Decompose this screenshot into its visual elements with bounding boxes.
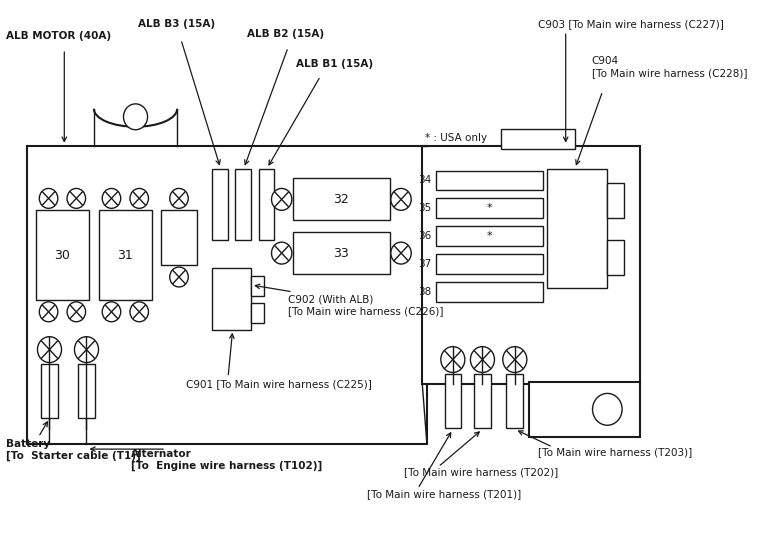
Text: 38: 38 [419,287,432,297]
Bar [506,373,523,428]
Text: C902 (With ALB)
[To Main wire harness (C226)]: C902 (With ALB) [To Main wire harness (C… [288,295,444,316]
Bar [445,373,461,428]
Text: 34: 34 [419,175,432,185]
Bar [293,179,390,221]
Bar [501,129,575,149]
Bar [251,303,264,323]
Text: C904
[To Main wire harness (C228)]: C904 [To Main wire harness (C228)] [591,56,747,78]
Circle shape [391,189,411,210]
Circle shape [391,242,411,264]
Bar [436,254,542,274]
Bar [35,210,89,300]
Text: C901 [To Main wire harness (C225)]: C901 [To Main wire harness (C225)] [187,379,372,389]
Text: Alternator
[To  Engine wire harness (T102)]: Alternator [To Engine wire harness (T102… [131,449,322,471]
Text: 30: 30 [55,249,71,262]
Bar [161,210,197,265]
Text: ALB B2 (15A): ALB B2 (15A) [247,29,323,39]
Text: * : USA only: * : USA only [425,133,487,142]
Bar [28,146,427,444]
Text: 32: 32 [333,193,349,206]
Bar [547,168,607,288]
Circle shape [441,346,465,372]
Text: ALB B1 (15A): ALB B1 (15A) [296,59,372,69]
Text: ALB MOTOR (40A): ALB MOTOR (40A) [6,31,111,41]
Text: 37: 37 [419,259,432,269]
Circle shape [170,267,188,287]
Circle shape [102,302,121,322]
Circle shape [170,189,188,208]
Bar [607,240,624,275]
Text: Battery
[To  Starter cable (T1)]: Battery [To Starter cable (T1)] [6,439,141,461]
Circle shape [38,337,61,362]
Circle shape [39,302,58,322]
Circle shape [130,302,148,322]
Bar [259,168,274,240]
Bar [528,382,640,437]
Text: [To Main wire harness (T202)]: [To Main wire harness (T202)] [404,467,558,477]
Bar [422,146,640,384]
Text: *: * [487,231,492,241]
Text: 31: 31 [118,249,133,262]
Text: ALB B3 (15A): ALB B3 (15A) [138,19,216,29]
Text: 35: 35 [419,204,432,213]
Bar [251,276,264,296]
Circle shape [272,189,292,210]
Bar [474,373,491,428]
Text: *: * [487,204,492,213]
Bar [293,232,390,274]
Circle shape [124,104,147,130]
Bar [436,199,542,218]
Bar [41,364,58,418]
Bar [436,282,542,302]
Circle shape [67,189,85,208]
Circle shape [39,189,58,208]
Circle shape [102,189,121,208]
Bar [607,184,624,218]
Circle shape [471,346,495,372]
Circle shape [593,393,622,425]
Circle shape [74,337,98,362]
Circle shape [272,242,292,264]
Text: 36: 36 [419,231,432,241]
Text: C903 [To Main wire harness (C227)]: C903 [To Main wire harness (C227)] [538,19,723,29]
Bar [436,226,542,246]
Circle shape [503,346,527,372]
Circle shape [130,189,148,208]
Text: 33: 33 [333,246,349,260]
Text: [To Main wire harness (T203)]: [To Main wire harness (T203)] [538,447,692,457]
Bar [98,210,152,300]
Bar [78,364,94,418]
Bar [236,168,251,240]
Circle shape [67,302,85,322]
Bar [212,268,251,329]
Bar [212,168,228,240]
Bar [436,170,542,190]
Text: [To Main wire harness (T201)]: [To Main wire harness (T201)] [367,489,521,499]
